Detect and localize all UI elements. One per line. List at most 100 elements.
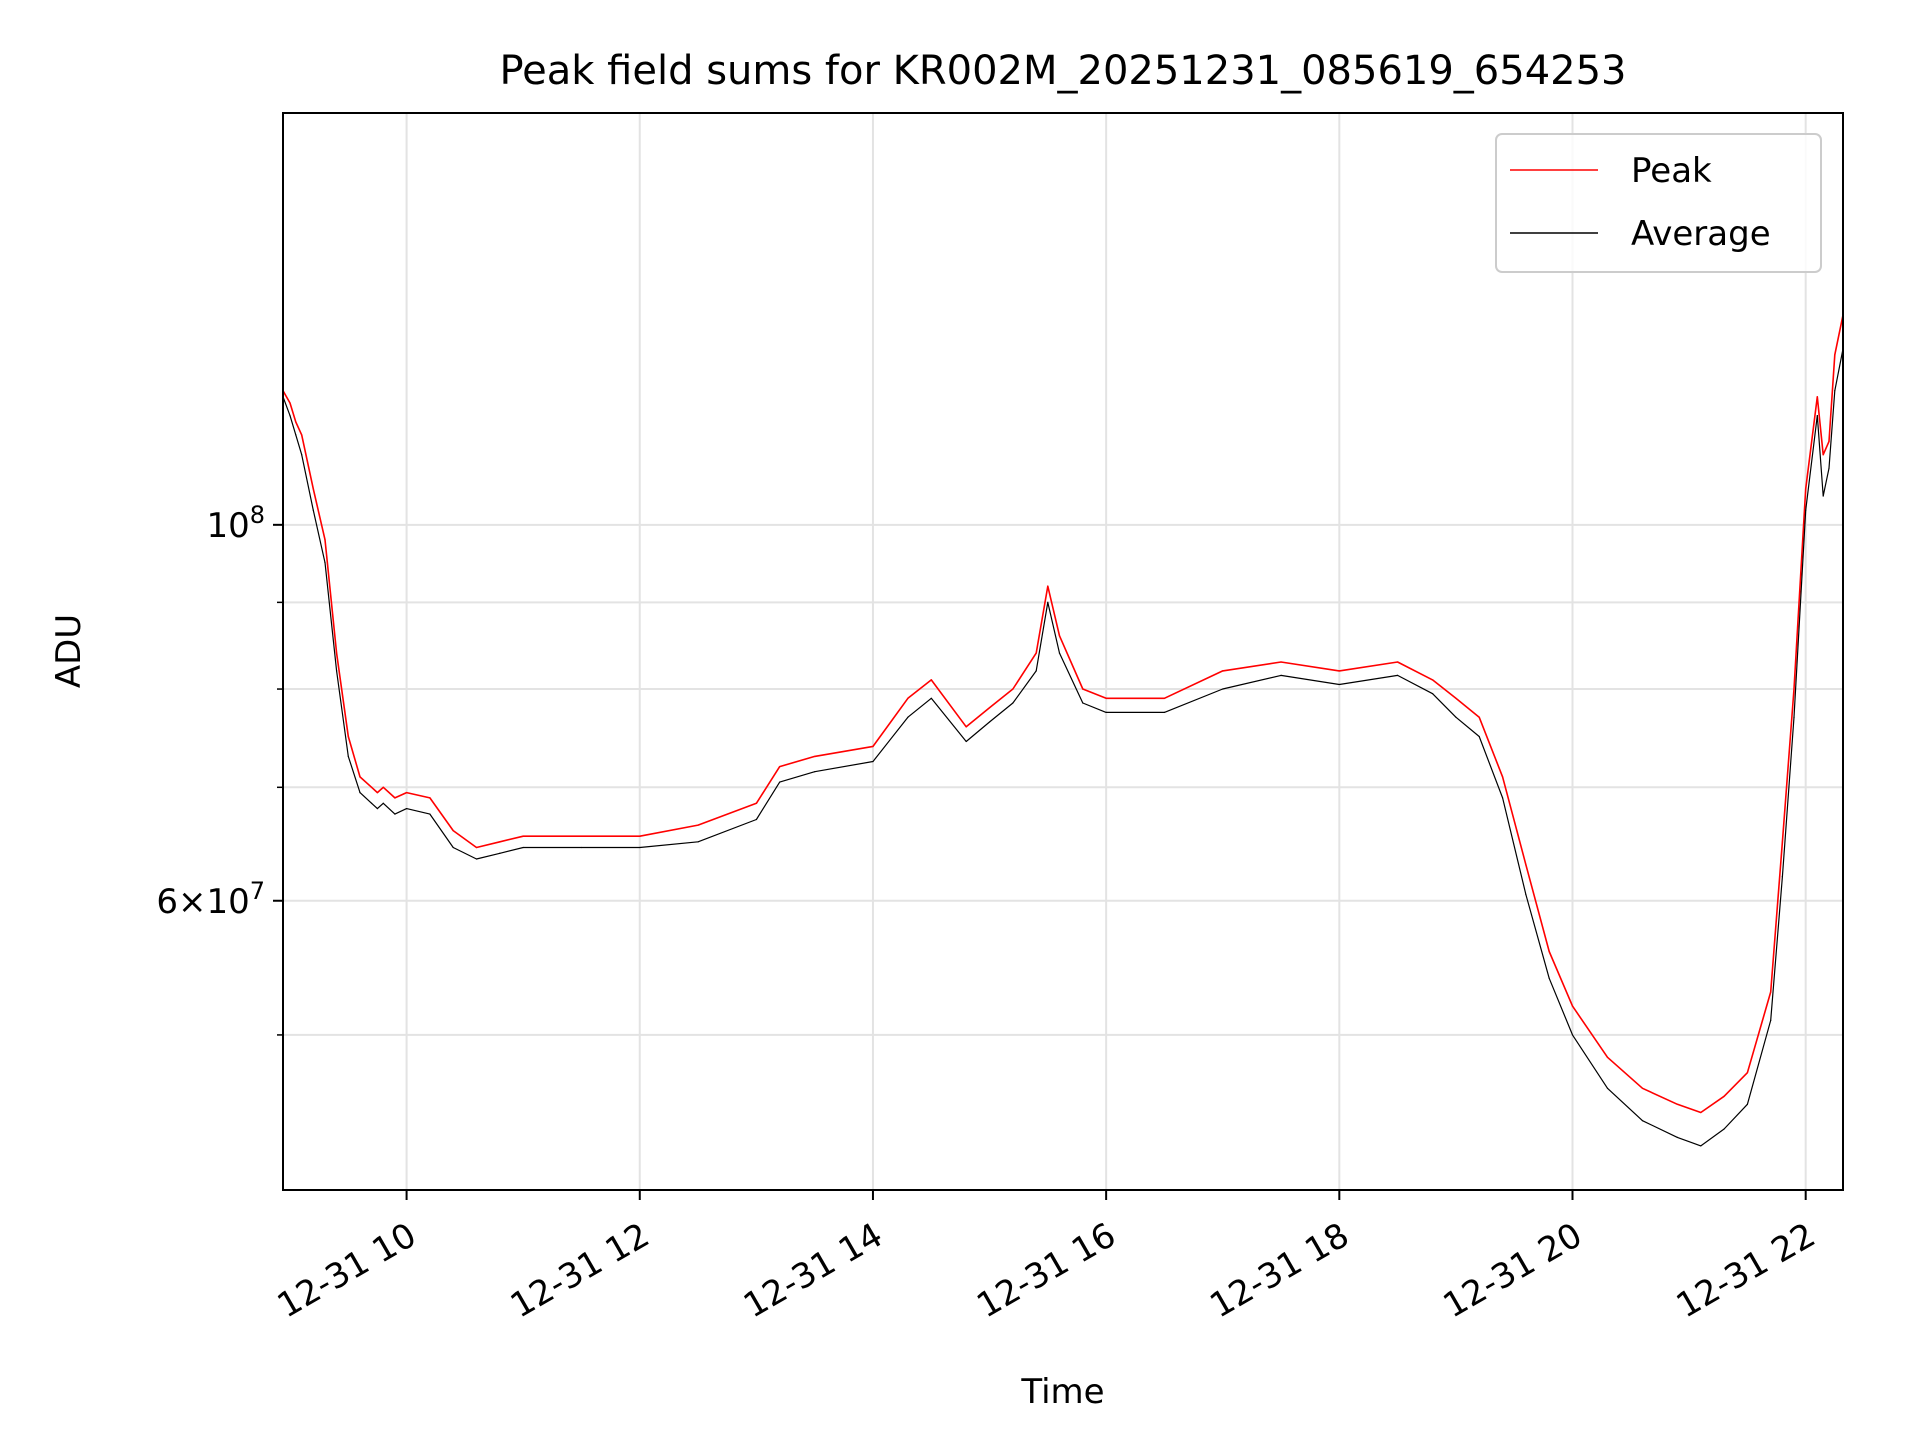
data-point-peak [295, 421, 297, 423]
data-point-peak [1606, 1056, 1609, 1058]
data-point-peak [1163, 697, 1166, 699]
chart-title: Peak field sums for KR002M_20251231_0856… [499, 48, 1626, 94]
data-point-average [1571, 1034, 1574, 1036]
data-point-peak [1338, 670, 1340, 672]
data-point-average [1105, 711, 1107, 714]
y-tick-label-part: 10 [206, 882, 249, 922]
data-point-average [1012, 702, 1014, 704]
data-point-average [1338, 683, 1340, 686]
y-tick-label-part: 6 [156, 882, 178, 922]
data-point-peak [639, 835, 641, 837]
data-point-average [499, 852, 501, 854]
data-point-peak [755, 802, 757, 804]
data-point-average [1834, 390, 1836, 392]
data-point-peak [336, 652, 338, 654]
y-tick-label: 108 [206, 501, 265, 546]
data-point-average [1770, 1019, 1772, 1021]
data-point-peak [1455, 697, 1457, 699]
data-point-average [295, 434, 297, 436]
data-point-average [1058, 652, 1061, 654]
data-point-peak [1700, 1111, 1702, 1114]
data-point-peak [814, 755, 816, 758]
data-point-average [289, 415, 291, 417]
data-point-average [930, 697, 932, 699]
data-point-peak [1431, 679, 1434, 681]
plot-frame [282, 112, 1844, 1191]
data-point-average [429, 813, 431, 815]
data-point-peak [1478, 716, 1480, 718]
data-point-peak [1770, 991, 1772, 993]
data-point-average [336, 670, 338, 672]
data-point-average [1222, 688, 1224, 690]
data-point-average [1035, 670, 1037, 672]
data-point-average [1455, 716, 1457, 718]
data-point-peak [1035, 652, 1037, 654]
data-point-peak [697, 824, 699, 826]
data-point-peak [988, 707, 991, 709]
data-point-peak [405, 791, 408, 794]
data-point-average [301, 454, 303, 456]
y-tick-label-part: × [178, 882, 207, 922]
data-point-peak [1793, 688, 1795, 690]
data-point-peak [1397, 661, 1399, 663]
data-point-average [1606, 1087, 1609, 1089]
data-point-peak [1641, 1087, 1644, 1089]
data-point-average [1501, 797, 1504, 799]
data-point-average [1822, 495, 1824, 497]
data-point-peak [452, 830, 454, 832]
data-point-average [1163, 711, 1166, 714]
data-point-average [382, 802, 384, 804]
data-point-average [1047, 601, 1049, 603]
data-point-average [779, 781, 781, 783]
data-point-peak [1082, 688, 1084, 690]
data-point-peak [1828, 440, 1830, 443]
data-point-average [1525, 894, 1527, 896]
data-point-average [359, 791, 361, 794]
data-point-average [965, 740, 967, 743]
data-point-peak [930, 679, 932, 681]
data-point-peak [1058, 635, 1061, 637]
data-point-average [907, 716, 909, 718]
data-point-average [1478, 735, 1480, 738]
data-point-average [452, 846, 454, 849]
data-point-peak [1834, 354, 1836, 356]
legend: Peak Average [1495, 133, 1822, 273]
data-point-peak [1571, 1005, 1574, 1007]
data-point-peak [324, 539, 326, 541]
data-point-average [475, 858, 478, 860]
grid [283, 113, 1843, 1190]
data-point-peak [394, 797, 396, 799]
data-point-peak [371, 786, 373, 788]
data-point-average [872, 760, 874, 763]
data-point-peak [1723, 1095, 1725, 1097]
data-point-peak [382, 786, 384, 788]
plot-series [283, 314, 1843, 1147]
data-point-peak [301, 434, 303, 436]
data-point-peak [376, 791, 379, 794]
data-point-average [371, 802, 373, 804]
data-point-peak [1501, 776, 1504, 778]
data-point-average [394, 813, 396, 815]
y-tick-label-exponent: 8 [250, 501, 265, 529]
data-point-peak [1280, 661, 1282, 663]
data-point-peak [1012, 688, 1014, 690]
data-point-peak [312, 488, 314, 490]
data-point-peak [347, 735, 349, 738]
data-point-peak [522, 835, 524, 837]
data-point-peak [580, 835, 583, 837]
data-point-average [405, 808, 408, 810]
data-point-peak [965, 726, 967, 728]
data-point-peak [872, 745, 874, 748]
data-point-peak [1676, 1103, 1679, 1105]
data-point-peak [1746, 1072, 1748, 1074]
data-point-peak [779, 765, 781, 768]
data-point-peak [907, 697, 909, 699]
data-point-average [814, 771, 816, 773]
legend-label-average: Average [1631, 214, 1771, 254]
data-point-average [312, 509, 314, 511]
y-tick-label: 6×107 [156, 877, 265, 922]
data-point-average [1700, 1145, 1702, 1147]
data-point-average [580, 846, 583, 849]
data-point-average [1676, 1136, 1679, 1139]
